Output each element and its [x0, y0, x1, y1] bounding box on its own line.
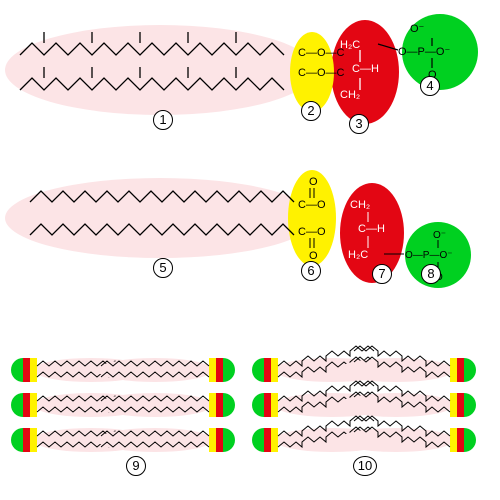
- svg-text:C—O: C—O: [298, 199, 326, 211]
- svg-text:C—H: C—H: [352, 63, 379, 75]
- svg-text:O: O: [309, 176, 318, 188]
- svg-text:C—O: C—O: [298, 226, 326, 238]
- label-2: 2: [301, 101, 321, 121]
- svg-text:CH₂: CH₂: [340, 89, 360, 101]
- svg-text:O⁻: O⁻: [433, 230, 446, 241]
- label-10: 10: [353, 456, 377, 476]
- svg-text:O—P—O⁻: O—P—O⁻: [405, 250, 453, 261]
- label-6: 6: [301, 261, 321, 281]
- svg-text:O⁻: O⁻: [410, 23, 425, 35]
- label-8: 8: [421, 264, 441, 284]
- chain-bg-2: [5, 178, 315, 258]
- chain-bg-1: [5, 25, 315, 115]
- svg-text:C—H: C—H: [358, 223, 385, 235]
- label-3: 3: [349, 114, 369, 134]
- svg-text:CH₂: CH₂: [350, 199, 370, 211]
- label-4: 4: [420, 76, 440, 96]
- label-9: 9: [126, 456, 146, 476]
- label-7: 7: [372, 264, 392, 284]
- svg-text:H₂C: H₂C: [348, 249, 368, 261]
- label-1: 1: [153, 110, 173, 130]
- svg-text:O—P—O⁻: O—P—O⁻: [398, 46, 450, 58]
- svg-text:H₂C: H₂C: [340, 39, 360, 51]
- svg-text:C—O—C: C—O—C: [298, 47, 345, 59]
- svg-text:C—O—C: C—O—C: [298, 67, 345, 79]
- label-5: 5: [153, 258, 173, 278]
